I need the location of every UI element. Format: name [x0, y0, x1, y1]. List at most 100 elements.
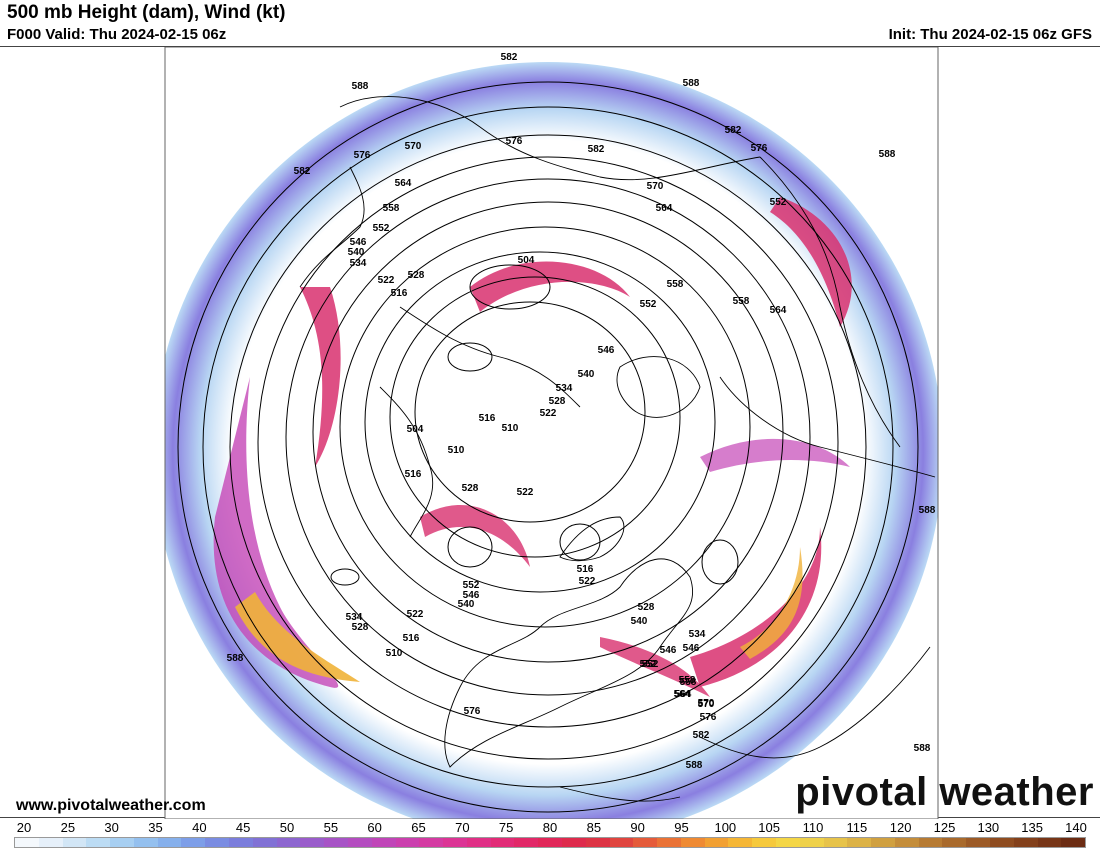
header: 500 mb Height (dam), Wind (kt) F000 Vali… — [0, 0, 1100, 46]
colorbar-cell — [252, 838, 277, 847]
height-contour-label: 552 — [770, 197, 787, 208]
colorbar-cell — [419, 838, 444, 847]
height-contour-label: 528 — [462, 483, 479, 494]
height-contour-label: 552 — [463, 580, 480, 591]
height-contour-label: 522 — [540, 408, 557, 419]
colorbar-tick-label: 30 — [104, 820, 119, 835]
height-contour-label: 540 — [631, 616, 648, 627]
height-contour-label: 528 — [408, 270, 425, 281]
colorbar-tick-label: 120 — [889, 820, 912, 835]
colorbar-tick-label: 135 — [1021, 820, 1044, 835]
colorbar-cell — [633, 838, 658, 847]
height-contour-label: 570 — [698, 699, 715, 710]
height-contour-label: 510 — [502, 423, 519, 434]
height-contour-label: 522 — [579, 576, 596, 587]
colorbar-cell — [538, 838, 562, 847]
colorbar-cell — [181, 838, 206, 847]
height-contour-label: 540 — [348, 247, 365, 258]
colorbar-cell — [205, 838, 230, 847]
height-contour-label: 576 — [751, 143, 768, 154]
height-contour-label: 588 — [227, 653, 244, 664]
height-contour-label: 516 — [479, 413, 496, 424]
colorbar-tick-label: 20 — [16, 820, 32, 835]
colorbar-cell — [680, 838, 705, 847]
height-contour-label: 522 — [517, 487, 534, 498]
site-url[interactable]: www.pivotalweather.com — [16, 797, 206, 814]
colorbar-tick-label: 50 — [279, 820, 295, 835]
height-contour-label: 528 — [549, 396, 566, 407]
height-contour-label: 558 — [383, 203, 400, 214]
colorbar-cell — [1037, 838, 1062, 847]
height-contour-label: 582 — [725, 125, 742, 136]
height-contour-label: 588 — [914, 743, 931, 754]
colorbar-cell — [157, 838, 182, 847]
height-contour-label: 558 — [733, 296, 750, 307]
height-contour-label: 534 — [350, 258, 367, 269]
height-contour-label: 564 — [675, 689, 692, 700]
height-contour-label: 522 — [378, 275, 395, 286]
colorbar-cell — [86, 838, 111, 847]
map-panel[interactable]: 582 588 588 582 576 570 576 582 588 576 582 564 570 5… — [0, 46, 1100, 819]
colorbar-cell — [871, 838, 895, 847]
height-contour-label: 540 — [458, 599, 475, 610]
colorbar-cell — [490, 838, 515, 847]
colorbar-tick-label: 55 — [323, 820, 339, 835]
height-contour-label: 570 — [698, 698, 715, 709]
height-contour-label: 546 — [683, 643, 700, 654]
colorbar-tick-label: 35 — [148, 820, 163, 835]
height-contour-label: 552 — [640, 299, 657, 310]
height-contour-label: 552 — [642, 659, 659, 670]
height-contour-label: 516 — [577, 564, 594, 575]
colorbar-tick-label: 125 — [933, 820, 956, 835]
height-contour-label: 582 — [588, 144, 605, 155]
height-contour-label: 576 — [354, 150, 371, 161]
colorbar-cell — [62, 838, 87, 847]
colorbar-cell — [799, 838, 824, 847]
height-contour-label: 588 — [686, 760, 703, 771]
colorbar-cell — [585, 838, 610, 847]
colorbar-tick-label: 40 — [192, 820, 207, 835]
height-contour-label: 570 — [405, 141, 422, 152]
height-contour-label: 534 — [346, 612, 363, 623]
height-contour-label: 564 — [674, 689, 691, 700]
height-contour-label: 552 — [373, 223, 390, 234]
colorbar-cell — [704, 838, 729, 847]
init-time: Init: Thu 2024-02-15 06z GFS — [888, 26, 1092, 43]
height-contour-label: 582 — [294, 166, 311, 177]
colorbar-cell — [657, 838, 681, 847]
colorbar-tick-label: 80 — [542, 820, 558, 835]
height-contour-label: 546 — [598, 345, 615, 356]
height-contour-label: 516 — [405, 469, 422, 480]
colorbar-cell — [752, 838, 776, 847]
colorbar-cell — [395, 838, 420, 847]
height-contour-label: 576 — [506, 136, 523, 147]
colorbar-cell — [942, 838, 967, 847]
colorbar-cell — [1013, 838, 1038, 847]
height-contour-label: 558 — [680, 677, 697, 688]
colorbar-strip — [14, 837, 1086, 848]
height-contour-label: 588 — [879, 149, 896, 160]
colorbar-cell — [466, 838, 491, 847]
height-contour-label: 564 — [395, 178, 412, 189]
height-contour-label: 552 — [640, 659, 657, 670]
colorbar-tick-label: 90 — [630, 820, 645, 835]
colorbar-cell — [133, 838, 158, 847]
colorbar-cell — [514, 838, 539, 847]
brand-logo: pivotal weather — [795, 770, 1094, 814]
height-contour-label: 558 — [667, 279, 684, 290]
colorbar-tick-label: 140 — [1065, 820, 1087, 835]
height-contour-label: 582 — [501, 52, 518, 63]
height-contour-label: 570 — [647, 181, 664, 192]
height-contour-label: 516 — [391, 288, 408, 299]
colorbar-cell — [324, 838, 348, 847]
colorbar-tick-label: 65 — [411, 820, 426, 835]
colorbar-tick-label: 75 — [498, 820, 514, 835]
height-contour-label: 582 — [693, 730, 710, 741]
colorbar-cell — [990, 838, 1014, 847]
height-contour-label: 564 — [770, 305, 787, 316]
colorbar-cell — [894, 838, 919, 847]
height-contour-label: 588 — [683, 78, 700, 89]
colorbar-tick-label: 130 — [977, 820, 1000, 835]
